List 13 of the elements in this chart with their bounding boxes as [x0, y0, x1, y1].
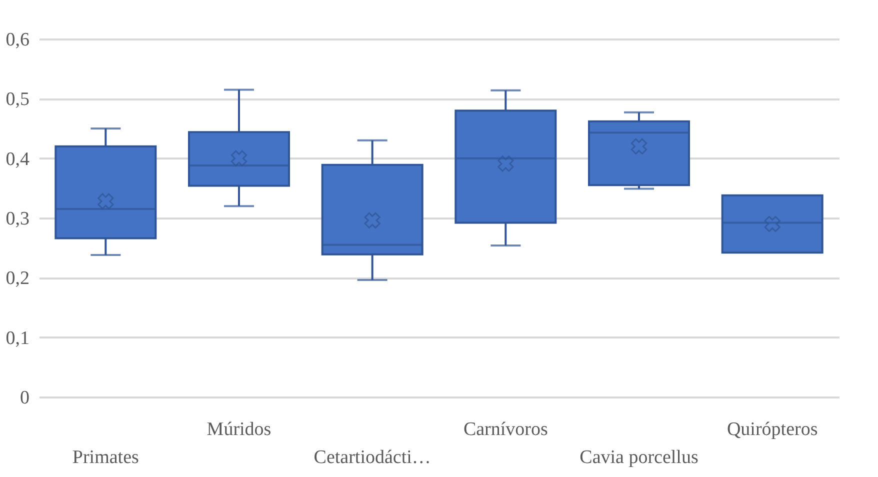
y-tick-label: 0,3: [6, 208, 30, 230]
y-tick-label: 0,1: [6, 328, 30, 349]
x-tick-label: Cavia porcellus: [580, 447, 698, 468]
x-tick-label: Cetartiodácti…: [314, 447, 431, 468]
x-tick-label: Primates: [72, 447, 139, 468]
x-tick-label: Carnívoros: [463, 419, 548, 440]
y-tick-label: 0,4: [6, 148, 30, 170]
x-tick-label: Múridos: [206, 419, 272, 440]
y-tick-label: 0: [20, 388, 30, 408]
y-tick-label: 0,5: [6, 89, 30, 110]
y-tick-label: 0,2: [6, 268, 30, 290]
y-tick-label: 0,6: [6, 30, 30, 50]
x-tick-label: Quirópteros: [726, 419, 818, 440]
